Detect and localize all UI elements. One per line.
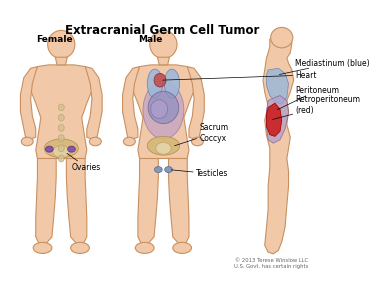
Polygon shape	[133, 65, 194, 158]
Text: Peritoneum: Peritoneum	[278, 86, 339, 110]
Text: Extracranial Germ Cell Tumor: Extracranial Germ Cell Tumor	[65, 24, 259, 37]
Text: Heart: Heart	[163, 70, 317, 80]
Polygon shape	[36, 158, 56, 244]
Ellipse shape	[47, 30, 75, 58]
Ellipse shape	[147, 69, 162, 98]
Polygon shape	[157, 57, 170, 65]
Text: Female: Female	[36, 35, 72, 44]
Ellipse shape	[44, 139, 78, 158]
Text: Mediastinum (blue): Mediastinum (blue)	[279, 59, 370, 74]
Polygon shape	[85, 67, 102, 139]
Ellipse shape	[164, 69, 180, 98]
Text: Male: Male	[138, 35, 162, 44]
Ellipse shape	[46, 146, 53, 152]
Ellipse shape	[173, 242, 191, 253]
Text: Retroperitoneum
(red): Retroperitoneum (red)	[273, 95, 360, 119]
Ellipse shape	[143, 81, 184, 139]
Ellipse shape	[154, 74, 166, 87]
Text: Testicles: Testicles	[171, 169, 228, 178]
Ellipse shape	[147, 136, 180, 155]
Ellipse shape	[148, 91, 179, 124]
Ellipse shape	[68, 146, 75, 152]
Polygon shape	[168, 158, 189, 244]
Ellipse shape	[58, 114, 64, 121]
Ellipse shape	[58, 135, 64, 142]
Polygon shape	[187, 67, 204, 139]
Ellipse shape	[89, 137, 101, 146]
Polygon shape	[66, 158, 87, 244]
Ellipse shape	[191, 137, 203, 146]
Ellipse shape	[33, 242, 52, 253]
Polygon shape	[266, 68, 289, 104]
Polygon shape	[31, 65, 92, 158]
Ellipse shape	[21, 137, 33, 146]
Ellipse shape	[53, 146, 70, 158]
Ellipse shape	[58, 145, 64, 152]
Ellipse shape	[151, 100, 168, 118]
Ellipse shape	[135, 242, 154, 253]
Polygon shape	[138, 158, 158, 244]
Ellipse shape	[58, 104, 64, 111]
Ellipse shape	[156, 142, 171, 154]
Ellipse shape	[154, 167, 162, 172]
Ellipse shape	[58, 124, 64, 131]
Ellipse shape	[70, 242, 89, 253]
Text: Ovaries: Ovaries	[67, 153, 101, 172]
Ellipse shape	[58, 155, 64, 162]
Polygon shape	[55, 57, 67, 65]
Text: © 2013 Terese Winslow LLC
U.S. Govt. has certain rights: © 2013 Terese Winslow LLC U.S. Govt. has…	[234, 258, 308, 269]
Text: Sacrum
Coccyx: Sacrum Coccyx	[175, 123, 228, 146]
Polygon shape	[263, 32, 294, 254]
Ellipse shape	[150, 30, 177, 58]
Polygon shape	[122, 67, 139, 139]
Polygon shape	[20, 67, 37, 139]
Polygon shape	[266, 95, 289, 143]
Ellipse shape	[165, 167, 173, 172]
Ellipse shape	[271, 27, 293, 48]
Polygon shape	[266, 103, 282, 136]
Ellipse shape	[124, 137, 135, 146]
